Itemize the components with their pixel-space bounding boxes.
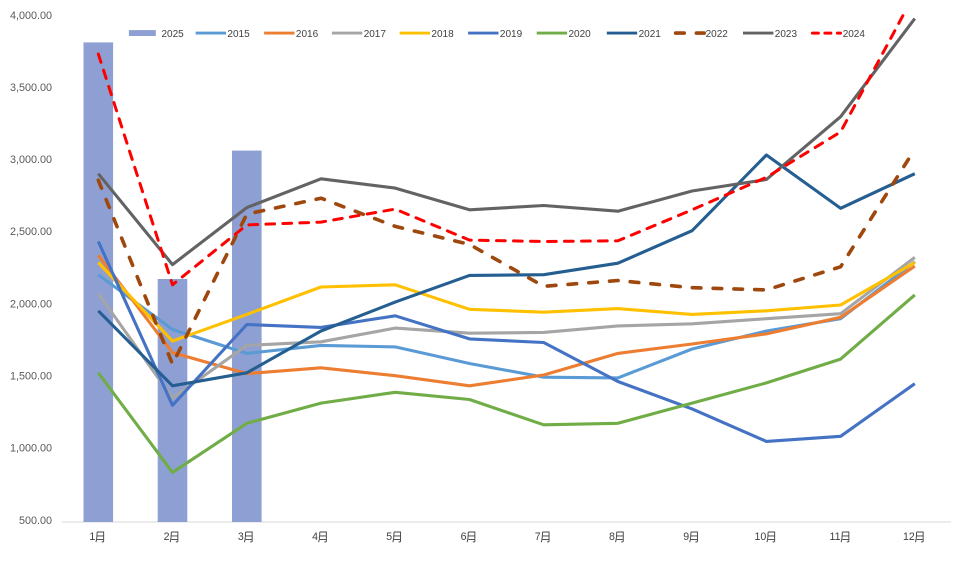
svg-text:2020: 2020: [569, 29, 592, 40]
svg-text:2,500.00: 2,500.00: [10, 226, 52, 238]
svg-text:4,000.00: 4,000.00: [10, 10, 52, 22]
svg-text:8: 8: [609, 531, 615, 543]
svg-text:3: 3: [238, 531, 244, 543]
svg-text:2018: 2018: [431, 29, 454, 40]
svg-text:2017: 2017: [364, 29, 387, 40]
svg-text:3,000.00: 3,000.00: [10, 154, 52, 166]
svg-text:1,000.00: 1,000.00: [10, 443, 52, 455]
svg-text:10: 10: [755, 531, 767, 543]
svg-text:2: 2: [164, 531, 170, 543]
svg-text:1: 1: [89, 531, 95, 543]
svg-text:2021: 2021: [639, 29, 662, 40]
svg-text:2022: 2022: [706, 29, 729, 40]
svg-text:9: 9: [683, 531, 689, 543]
svg-text:2023: 2023: [775, 29, 798, 40]
svg-text:2016: 2016: [296, 29, 319, 40]
svg-text:500.00: 500.00: [19, 515, 52, 527]
svg-text:6: 6: [461, 531, 467, 543]
svg-text:2019: 2019: [500, 29, 523, 40]
svg-text:4: 4: [312, 531, 318, 543]
svg-text:2025: 2025: [162, 29, 185, 40]
svg-text:11: 11: [830, 531, 841, 543]
svg-text:12: 12: [903, 531, 915, 543]
svg-text:2015: 2015: [227, 29, 250, 40]
svg-text:3,500.00: 3,500.00: [10, 82, 52, 94]
svg-text:7: 7: [535, 531, 541, 543]
svg-text:1,500.00: 1,500.00: [10, 371, 52, 383]
svg-text:2,000.00: 2,000.00: [10, 298, 52, 310]
svg-text:2024: 2024: [843, 29, 866, 40]
svg-text:5: 5: [386, 531, 392, 543]
